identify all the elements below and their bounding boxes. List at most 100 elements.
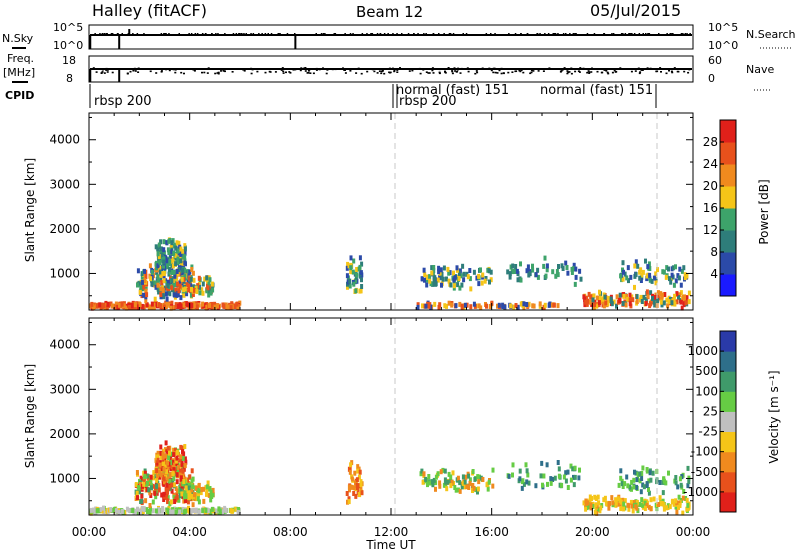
data-cell xyxy=(602,497,606,503)
data-cell xyxy=(484,276,488,281)
colorbar-segment xyxy=(720,120,736,143)
data-cell xyxy=(564,478,568,484)
data-cell xyxy=(139,485,142,491)
nsearch-dot xyxy=(557,33,559,35)
nsearch-dot xyxy=(349,33,352,35)
data-cell xyxy=(651,296,654,301)
data-cell xyxy=(617,482,621,488)
data-cell xyxy=(458,301,462,307)
nave-dot xyxy=(502,72,505,75)
nave-dot xyxy=(451,70,454,73)
colorbar-segment xyxy=(720,186,736,209)
colorbar-tick-label: 25 xyxy=(703,404,718,418)
data-cell xyxy=(159,239,163,245)
data-cell xyxy=(545,462,549,468)
data-cell xyxy=(178,472,182,478)
nsearch-tick-top: 10^5 xyxy=(708,21,738,34)
data-cell xyxy=(683,275,687,281)
data-cell xyxy=(621,260,625,266)
nave-dot xyxy=(357,67,360,70)
nave-dot xyxy=(373,70,376,73)
nsearch-dot xyxy=(520,33,522,35)
data-cell xyxy=(642,294,646,300)
data-cell xyxy=(686,502,690,508)
data-cell xyxy=(427,303,431,309)
data-cell xyxy=(360,490,364,496)
data-cell xyxy=(206,285,210,291)
nave-dot xyxy=(577,70,580,72)
x-tick-label: 08:00 xyxy=(273,525,308,539)
data-cell xyxy=(649,506,653,512)
nave-dot xyxy=(606,71,609,74)
data-cell xyxy=(485,303,488,309)
nave-dot xyxy=(217,72,220,75)
colorbar-segment xyxy=(720,208,736,231)
nave-dot xyxy=(349,70,352,72)
data-cell xyxy=(191,490,195,495)
data-cell xyxy=(164,440,168,446)
data-cell xyxy=(159,450,163,456)
nave-dot xyxy=(411,69,414,72)
data-cell xyxy=(607,505,611,511)
data-cell xyxy=(142,481,146,487)
data-cell xyxy=(158,259,162,265)
nave-dot xyxy=(454,70,457,72)
nave-dot xyxy=(451,69,454,71)
data-cell xyxy=(175,276,179,282)
nave-dot xyxy=(289,72,292,74)
data-cell xyxy=(171,459,175,465)
data-cell xyxy=(159,444,163,450)
data-cell xyxy=(685,497,689,503)
data-cell xyxy=(438,302,442,308)
data-cell xyxy=(453,275,457,281)
colorbar-tick-label: -1000 xyxy=(683,485,718,499)
data-cell xyxy=(159,292,163,297)
nave-dot xyxy=(105,67,108,70)
nave-dot xyxy=(288,71,291,73)
data-cell xyxy=(632,500,636,505)
nave-dot xyxy=(539,68,542,70)
data-cell xyxy=(125,506,129,512)
data-cell xyxy=(173,277,177,283)
data-cell xyxy=(142,292,146,298)
nave-dot xyxy=(312,72,315,75)
nsearch-dot xyxy=(165,33,167,35)
data-cell xyxy=(179,246,183,252)
data-cell xyxy=(614,497,618,503)
data-cell xyxy=(164,464,168,470)
data-cell xyxy=(433,275,437,281)
data-cell xyxy=(145,302,149,308)
data-cell xyxy=(591,297,595,303)
nave-dot xyxy=(665,72,668,75)
data-cell xyxy=(555,269,559,274)
nave-dot xyxy=(457,68,459,71)
data-cell xyxy=(566,485,570,490)
data-cell xyxy=(140,303,144,309)
data-cell xyxy=(181,248,185,254)
data-cell xyxy=(168,255,172,261)
data-cell xyxy=(635,499,639,505)
data-cell xyxy=(593,509,597,515)
data-cell xyxy=(143,470,147,476)
nave-dot xyxy=(670,70,673,73)
nave-dot xyxy=(344,69,346,71)
data-cell xyxy=(183,490,187,495)
data-cell xyxy=(621,484,625,489)
nave-dot xyxy=(447,67,450,69)
data-cell xyxy=(134,482,138,487)
nave-dot xyxy=(250,67,253,70)
nsearch-dot xyxy=(396,33,398,35)
data-cell xyxy=(174,302,178,308)
data-cell xyxy=(616,496,620,502)
data-cell xyxy=(569,463,573,469)
data-cell xyxy=(201,508,205,514)
data-cell xyxy=(651,470,655,476)
nave-dot xyxy=(101,68,104,71)
data-cell xyxy=(352,491,356,496)
data-cell xyxy=(557,466,561,472)
data-cell xyxy=(606,295,610,301)
data-cell xyxy=(644,258,647,264)
data-cell xyxy=(582,500,586,506)
data-cell xyxy=(144,298,148,304)
data-cell xyxy=(422,267,426,273)
